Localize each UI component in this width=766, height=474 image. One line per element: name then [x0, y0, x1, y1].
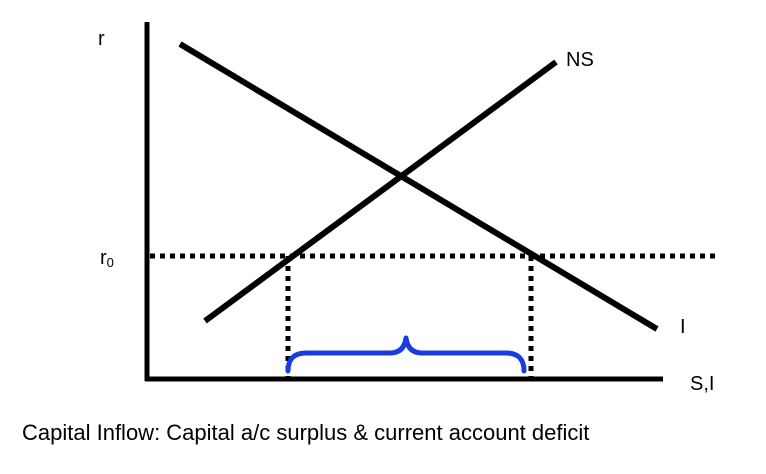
investment-curve-label: I — [680, 316, 686, 338]
r0-label: r0 — [100, 247, 114, 270]
diagram-caption: Capital Inflow: Capital a/c surplus & cu… — [22, 420, 590, 445]
r0-label-main: r — [100, 247, 107, 269]
investment-curve — [178, 41, 659, 332]
y-axis-label: r — [98, 28, 105, 50]
capital-inflow-brace — [285, 335, 527, 374]
x-axis-label: S,I — [690, 373, 714, 395]
national-savings-curve — [203, 59, 558, 324]
national-savings-curve-label: NS — [566, 49, 594, 71]
r0-label-subscript: 0 — [107, 255, 114, 270]
